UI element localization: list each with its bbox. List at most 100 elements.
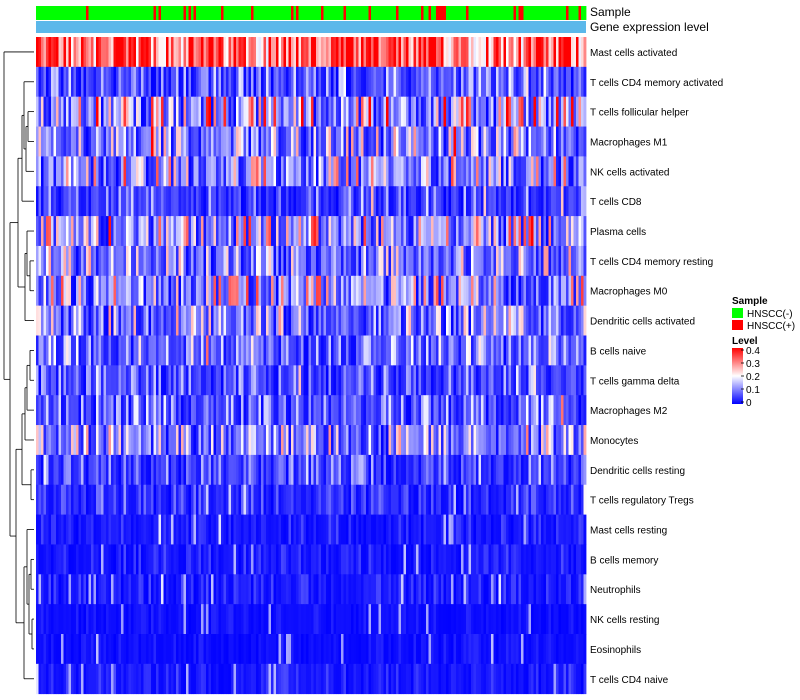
heatmap-cell xyxy=(53,245,57,277)
heatmap-cell xyxy=(191,395,194,426)
heatmap-cell xyxy=(533,66,537,98)
heatmap-cell xyxy=(351,275,354,307)
heatmap-cell xyxy=(71,156,74,187)
heatmap-cell xyxy=(118,96,122,127)
heatmap-cell xyxy=(533,454,537,486)
heatmap-cell xyxy=(446,126,449,157)
heatmap-cell xyxy=(118,634,122,665)
heatmap-cell xyxy=(243,275,247,307)
heatmap-cell xyxy=(511,634,514,665)
heatmap-cell xyxy=(243,544,247,575)
heatmap-cell xyxy=(311,305,314,336)
heatmap-cell xyxy=(388,425,392,456)
heatmap-cell xyxy=(371,335,374,366)
heatmap-cell xyxy=(563,96,567,127)
sample-annotation-cell xyxy=(341,6,344,20)
heatmap-cell xyxy=(141,216,144,247)
heatmap-cell xyxy=(368,574,372,605)
heatmap-cell xyxy=(388,37,392,68)
heatmap-cell xyxy=(228,484,232,515)
heatmap-cell xyxy=(353,604,357,635)
heatmap-cell xyxy=(176,275,179,307)
heatmap-cell xyxy=(193,634,197,665)
heatmap-cell xyxy=(308,186,312,217)
heatmap-cell xyxy=(256,425,259,456)
heatmap-cell xyxy=(473,574,477,605)
heatmap-cell xyxy=(203,454,207,486)
heatmap-cell xyxy=(151,335,154,366)
heatmap-cell xyxy=(163,514,167,545)
heatmap-cell xyxy=(421,96,424,127)
heatmap-cell xyxy=(156,245,159,277)
heatmap-cell xyxy=(516,156,519,187)
heatmap-cell xyxy=(166,395,169,426)
heatmap-cell xyxy=(188,574,192,605)
heatmap-cell xyxy=(443,156,447,187)
heatmap-cell xyxy=(133,126,137,157)
heatmap-cell xyxy=(91,574,94,605)
heatmap-cell xyxy=(561,395,564,426)
heatmap-cell xyxy=(103,96,107,127)
heatmap-cell xyxy=(73,275,77,307)
heatmap-cell xyxy=(238,425,242,456)
heatmap-cell xyxy=(48,96,52,127)
heatmap-cell xyxy=(38,365,42,396)
heatmap-cell xyxy=(106,395,109,426)
heatmap-cell xyxy=(281,454,284,486)
heatmap-cell xyxy=(521,514,524,545)
heatmap-cell xyxy=(536,335,539,366)
heatmap-cell xyxy=(213,96,217,127)
heatmap-cell xyxy=(563,37,567,68)
heatmap-cell xyxy=(426,186,429,217)
heatmap-cell xyxy=(468,186,472,217)
heatmap-cell xyxy=(408,514,412,545)
heatmap-cell xyxy=(561,126,564,157)
heatmap-cell xyxy=(456,335,459,366)
heatmap-cell xyxy=(148,335,152,366)
heatmap-cell xyxy=(473,126,477,157)
heatmap-cell xyxy=(236,96,239,127)
sample-annotation-cell xyxy=(326,6,329,20)
heatmap-cell xyxy=(581,454,584,486)
heatmap-cell xyxy=(56,484,59,515)
heatmap-cell xyxy=(101,66,104,98)
heatmap-cell xyxy=(66,365,69,396)
heatmap-cell xyxy=(506,37,509,68)
heatmap-cell xyxy=(581,126,584,157)
heatmap-cell xyxy=(231,96,234,127)
heatmap-cell xyxy=(61,245,64,277)
heatmap-cell xyxy=(221,365,224,396)
heatmap-cell xyxy=(383,37,387,68)
heatmap-cell xyxy=(481,335,484,366)
heatmap-cell xyxy=(481,454,484,486)
heatmap-cell xyxy=(143,216,147,247)
heatmap-cell xyxy=(548,454,552,486)
heatmap-cell xyxy=(468,544,472,575)
heatmap-cell xyxy=(491,305,494,336)
heatmap-cell xyxy=(431,484,434,515)
heatmap-cell xyxy=(223,126,227,157)
heatmap-cell xyxy=(176,186,179,217)
heatmap-cell xyxy=(486,37,489,68)
heatmap-cell xyxy=(491,454,494,486)
heatmap-cell xyxy=(78,156,82,187)
heatmap-cell xyxy=(251,186,254,217)
heatmap-cell xyxy=(263,634,267,665)
heatmap-cell xyxy=(403,604,407,635)
heatmap-cell xyxy=(86,216,89,247)
heatmap-cell xyxy=(521,365,524,396)
heatmap-cell xyxy=(416,395,419,426)
heatmap-cell xyxy=(226,96,229,127)
heatmap-cell xyxy=(206,634,209,665)
heatmap-cell xyxy=(476,305,479,336)
heatmap-cell xyxy=(393,395,397,426)
heatmap-cell xyxy=(421,365,424,396)
heatmap-cell xyxy=(536,544,539,575)
heatmap-cell xyxy=(271,216,274,247)
sample-annotation-cell xyxy=(566,6,569,20)
heatmap-cell xyxy=(558,484,562,515)
heatmap-cell xyxy=(133,514,137,545)
heatmap-cell xyxy=(81,395,84,426)
heatmap-cell xyxy=(558,305,562,336)
heatmap-cell xyxy=(423,484,427,515)
